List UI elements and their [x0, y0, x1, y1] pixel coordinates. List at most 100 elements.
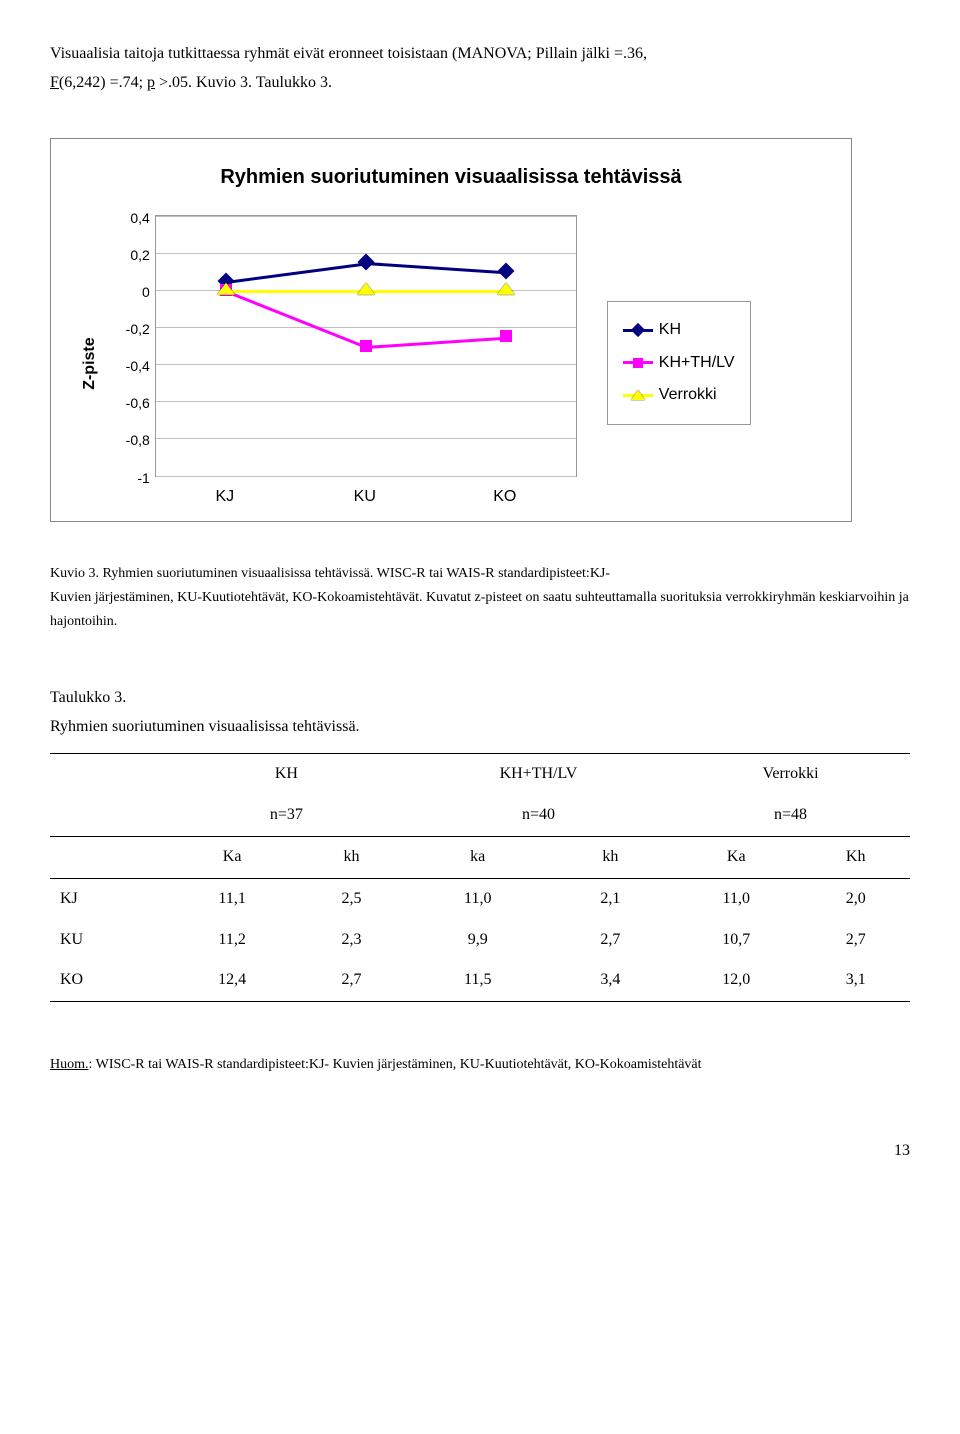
xtick-label: KJ — [155, 477, 295, 512]
footnote-lead: Huom. — [50, 1057, 89, 1072]
intro-F: F — [50, 74, 59, 91]
table-head-n: n=37 — [167, 795, 406, 836]
footnote: Huom.: WISC-R tai WAIS-R standardipistee… — [50, 1052, 910, 1077]
xtick-label: KU — [295, 477, 435, 512]
ytick-label: -0,8 — [126, 428, 150, 453]
table-cell: KU — [50, 920, 167, 961]
legend-label: KH — [659, 316, 681, 345]
intro-paragraph: Visuaalisia taitoja tutkittaessa ryhmät … — [50, 40, 910, 98]
table-subhead: kh — [550, 836, 671, 878]
table-cell: 2,7 — [550, 920, 671, 961]
table-head-group: KH — [167, 754, 406, 795]
ytick-label: 0,2 — [130, 243, 149, 268]
table-cell: 2,0 — [801, 878, 910, 919]
intro-p: p — [147, 74, 155, 91]
table-head-n: n=40 — [406, 795, 671, 836]
page-number: 13 — [50, 1137, 910, 1166]
legend-label: Verrokki — [659, 381, 717, 410]
data-table: KHKH+TH/LVVerrokkin=37n=40n=48KakhkakhKa… — [50, 753, 910, 1002]
series-marker — [357, 283, 375, 295]
legend-row: Verrokki — [623, 381, 735, 410]
footnote-body: : WISC-R tai WAIS-R standardipisteet:KJ-… — [89, 1057, 702, 1072]
series-line — [226, 290, 366, 293]
intro-line1: Visuaalisia taitoja tutkittaessa ryhmät … — [50, 45, 647, 62]
legend-marker — [631, 390, 645, 400]
xtick-label: KO — [435, 477, 575, 512]
table-subhead: Kh — [801, 836, 910, 878]
table-cell: 3,4 — [550, 960, 671, 1001]
gridline — [156, 364, 576, 365]
table-cell: 2,7 — [801, 920, 910, 961]
series-line — [366, 262, 506, 274]
legend-line — [623, 394, 653, 397]
chart-plot — [155, 215, 577, 477]
series-marker — [497, 263, 514, 280]
table-head-group: KH+TH/LV — [406, 754, 671, 795]
table-cell: 10,7 — [671, 920, 801, 961]
chart-xlabels: KJKUKO — [155, 477, 575, 512]
table-cell: 11,0 — [671, 878, 801, 919]
table-cell: 2,7 — [297, 960, 406, 1001]
gridline — [156, 327, 576, 328]
table-cell: 11,0 — [406, 878, 550, 919]
chart-legend: KH KH+TH/LV Verrokki — [607, 301, 751, 425]
table-subhead: kh — [297, 836, 406, 878]
caption-body1: WISC-R tai WAIS-R standardipisteet:KJ- — [373, 566, 610, 581]
table-cell: KO — [50, 960, 167, 1001]
series-marker — [500, 330, 512, 342]
legend-label: KH+TH/LV — [659, 349, 735, 378]
table-cell: 2,3 — [297, 920, 406, 961]
gridline — [156, 216, 576, 217]
table-head-n: n=48 — [671, 795, 910, 836]
table-subhead — [50, 836, 167, 878]
ytick-label: -0,6 — [126, 391, 150, 416]
ytick-label: 0,4 — [130, 206, 149, 231]
table-cell — [50, 795, 167, 836]
legend-line — [623, 361, 653, 364]
ytick-label: -1 — [137, 466, 149, 491]
ytick-label: 0 — [142, 280, 150, 305]
series-line — [366, 336, 506, 348]
series-marker — [360, 340, 372, 352]
ytick-label: -0,2 — [126, 317, 150, 342]
table-cell: 2,5 — [297, 878, 406, 919]
table-title: Taulukko 3. Ryhmien suoriutuminen visuaa… — [50, 684, 910, 742]
gridline — [156, 401, 576, 402]
legend-marker — [633, 358, 643, 368]
series-line — [366, 290, 506, 293]
caption-lead: Kuvio 3. Ryhmien suoriutuminen visuaalis… — [50, 566, 373, 581]
table-title-b: Ryhmien suoriutuminen visuaalisissa teht… — [50, 718, 360, 735]
table-subhead: Ka — [167, 836, 297, 878]
legend-row: KH — [623, 316, 735, 345]
table-cell: 12,4 — [167, 960, 297, 1001]
table-subhead: ka — [406, 836, 550, 878]
series-marker — [497, 283, 515, 295]
legend-line — [623, 329, 653, 332]
table-cell: KJ — [50, 878, 167, 919]
series-line — [225, 290, 366, 348]
gridline — [156, 476, 576, 477]
chart-area: Z-piste 0,40,20-0,2-0,4-0,6-0,8-1 KJKUKO… — [71, 215, 831, 512]
table-head-group: Verrokki — [671, 754, 910, 795]
table-cell: 3,1 — [801, 960, 910, 1001]
ytick-label: -0,4 — [126, 354, 150, 379]
legend-marker — [631, 323, 645, 337]
figure-caption: Kuvio 3. Ryhmien suoriutuminen visuaalis… — [50, 562, 910, 633]
table-cell: 11,5 — [406, 960, 550, 1001]
chart-title: Ryhmien suoriutuminen visuaalisissa teht… — [71, 159, 831, 195]
legend-row: KH+TH/LV — [623, 349, 735, 378]
chart-ylabel: Z-piste — [71, 215, 110, 512]
table-cell: 2,1 — [550, 878, 671, 919]
table-cell: 11,1 — [167, 878, 297, 919]
chart-yticks: 0,40,20-0,2-0,4-0,6-0,8-1 — [110, 215, 155, 475]
gridline — [156, 438, 576, 439]
table-cell: 9,9 — [406, 920, 550, 961]
caption-body2: Kuvien järjestäminen, KU-Kuutiotehtävät,… — [50, 590, 909, 629]
table-cell: 11,2 — [167, 920, 297, 961]
table-cell: 12,0 — [671, 960, 801, 1001]
series-marker — [217, 283, 235, 295]
intro-line2b: (6,242) =.74; — [59, 74, 147, 91]
series-marker — [357, 254, 374, 271]
series-line — [226, 262, 366, 284]
intro-line2d: >.05. Kuvio 3. Taulukko 3. — [155, 74, 332, 91]
